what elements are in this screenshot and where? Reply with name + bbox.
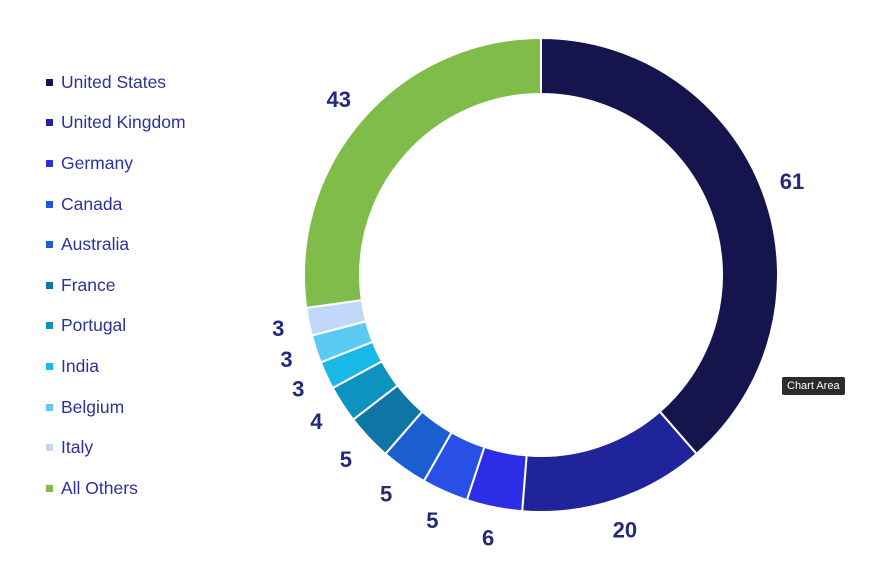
legend-item-india[interactable]: India (46, 346, 186, 387)
legend-item-france[interactable]: France (46, 265, 186, 306)
data-label-australia: 5 (380, 482, 392, 507)
legend-label: United States (61, 71, 167, 92)
slice-united-kingdom[interactable] (521, 410, 698, 513)
legend-swatch (46, 362, 53, 370)
legend-item-united-kingdom[interactable]: United Kingdom (46, 103, 186, 144)
data-label-belgium: 3 (280, 347, 292, 372)
legend-item-portugal[interactable]: Portugal (46, 306, 186, 347)
legend-label: Germany (61, 152, 133, 173)
legend-swatch (46, 484, 53, 492)
legend-swatch (46, 78, 53, 86)
data-label-italy: 3 (272, 316, 284, 341)
legend-label: India (61, 355, 99, 376)
legend-label: Portugal (61, 315, 127, 336)
data-label-canada: 5 (426, 508, 438, 533)
donut-slices (303, 36, 779, 513)
legend-swatch (46, 200, 53, 208)
legend-swatch (46, 119, 53, 127)
legend-label: Italy (61, 437, 94, 458)
data-label-all-others: 43 (327, 87, 351, 112)
legend-label: Belgium (61, 396, 125, 417)
legend-item-belgium[interactable]: Belgium (46, 387, 186, 428)
data-label-india: 3 (292, 377, 304, 402)
slice-all-others[interactable] (303, 36, 542, 310)
legend-item-united-states[interactable]: United States (46, 62, 186, 103)
legend-label: Australia (61, 234, 130, 255)
legend-swatch (46, 403, 53, 411)
legend-label: France (61, 274, 116, 295)
legend-item-canada[interactable]: Canada (46, 184, 186, 225)
legend-swatch (46, 159, 53, 167)
legend-item-italy[interactable]: Italy (46, 427, 186, 468)
data-label-france: 5 (340, 447, 352, 472)
legend-item-all-others[interactable]: All Others (46, 468, 186, 509)
data-label-united-states: 61 (780, 169, 804, 194)
legend-label: United Kingdom (61, 112, 186, 133)
legend-swatch (46, 444, 53, 452)
data-label-germany: 6 (482, 526, 494, 551)
legend-item-germany[interactable]: Germany (46, 143, 186, 184)
legend-swatch (46, 281, 53, 289)
slice-united-states[interactable] (540, 36, 779, 456)
legend-label: All Others (61, 477, 138, 498)
legend-swatch (46, 322, 53, 330)
legend-item-australia[interactable]: Australia (46, 224, 186, 265)
legend-label: Canada (61, 193, 123, 214)
chart-legend: United States United Kingdom Germany Canada… (46, 62, 186, 509)
data-label-united-kingdom: 20 (613, 518, 637, 543)
chart-area-tooltip: Chart Area (782, 377, 845, 395)
data-label-portugal: 4 (310, 409, 323, 434)
legend-swatch (46, 241, 53, 249)
